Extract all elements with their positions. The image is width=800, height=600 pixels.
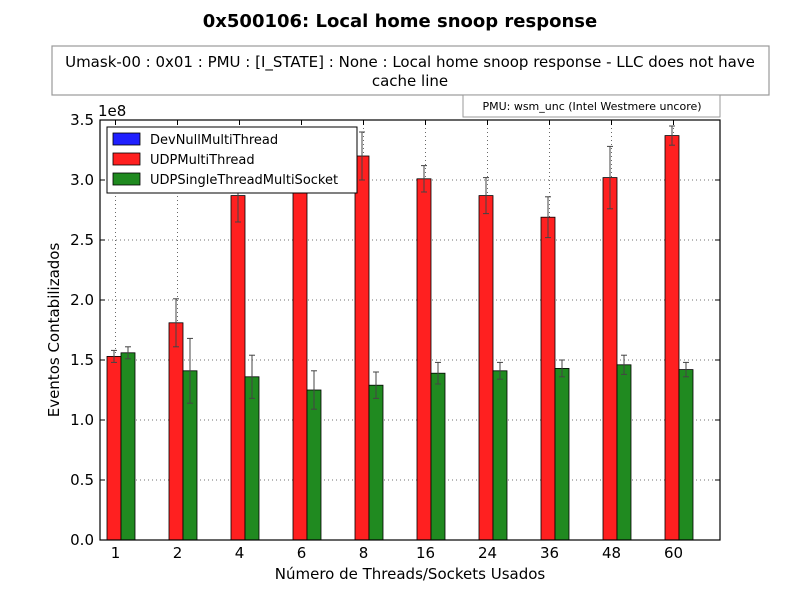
plot-frame xyxy=(99,119,721,541)
chart-title: 0x500106: Local home snoop response xyxy=(203,11,597,32)
legend-label: DevNullMultiThread xyxy=(150,133,278,148)
legend-label: UDPMultiThread xyxy=(150,153,255,168)
bar-UDPMultiThread xyxy=(292,161,308,541)
bar-UDPSingleThreadMultiSocket xyxy=(244,376,260,541)
legend-label: UDPSingleThreadMultiSocket xyxy=(150,173,338,188)
y-tick-label: 0.5 xyxy=(70,471,94,489)
y-axis-label: Eventos Contabilizados xyxy=(45,243,63,418)
subtitle-box xyxy=(51,45,770,96)
x-tick-label: 4 xyxy=(235,544,245,562)
bar-UDPSingleThreadMultiSocket xyxy=(554,367,570,541)
x-tick-label: 6 xyxy=(297,544,307,562)
x-tick-label: 48 xyxy=(602,544,621,562)
y-tick-label: 3.5 xyxy=(70,111,94,129)
subtitle-line-2: cache line xyxy=(372,72,448,90)
x-tick-label: 16 xyxy=(416,544,435,562)
x-tick-label: 2 xyxy=(173,544,183,562)
bar-UDPMultiThread xyxy=(230,195,246,541)
bar-UDPMultiThread xyxy=(478,195,494,541)
y-tick-label: 1.0 xyxy=(70,411,94,429)
bar-UDPSingleThreadMultiSocket xyxy=(306,389,322,541)
legend-swatch xyxy=(112,152,141,166)
bar-UDPMultiThread xyxy=(602,177,618,541)
bar-UDPMultiThread xyxy=(354,155,370,541)
bar-UDPMultiThread xyxy=(416,178,432,541)
bar-UDPSingleThreadMultiSocket xyxy=(430,372,446,541)
y-tick-label: 2.5 xyxy=(70,231,94,249)
legend: DevNullMultiThread UDPMultiThread UDPSingl… xyxy=(106,126,358,194)
x-tick-label: 8 xyxy=(359,544,369,562)
x-axis-label: Número de Threads/Sockets Usados xyxy=(275,565,546,583)
bar-UDPMultiThread xyxy=(540,216,556,541)
bar-UDPMultiThread xyxy=(106,355,122,541)
y-tick-label: 3.0 xyxy=(70,171,94,189)
x-tick-label: 1 xyxy=(111,544,121,562)
bar-UDPSingleThreadMultiSocket xyxy=(492,370,508,541)
bar-UDPSingleThreadMultiSocket xyxy=(678,369,694,541)
bar-UDPSingleThreadMultiSocket xyxy=(616,364,632,541)
x-tick-label: 24 xyxy=(478,544,497,562)
bar-UDPSingleThreadMultiSocket xyxy=(120,352,136,541)
bar-UDPSingleThreadMultiSocket xyxy=(368,384,384,541)
bar-UDPMultiThread xyxy=(664,135,680,541)
legend-swatch xyxy=(112,172,141,186)
subtitle-line-1: Umask-00 : 0x01 : PMU : [I_STATE] : None… xyxy=(65,53,755,72)
y-tick-label: 2.0 xyxy=(70,291,94,309)
bar-UDPMultiThread xyxy=(168,322,184,541)
plot-area: 0.00.51.01.52.02.53.03.51 2 4 6 8 16 24 36 48 60 xyxy=(70,111,721,562)
y-tick-label: 0.0 xyxy=(70,531,94,549)
x-tick-label: 36 xyxy=(540,544,559,562)
x-tick-label: 60 xyxy=(664,544,683,562)
y-multiplier-label: 1e8 xyxy=(98,102,126,120)
y-tick-label: 1.5 xyxy=(70,351,94,369)
pmu-annotation: PMU: wsm_unc (Intel Westmere uncore) xyxy=(482,100,701,113)
legend-box xyxy=(106,126,358,194)
legend-swatch xyxy=(112,132,141,146)
pmu-annotation-box xyxy=(462,94,721,118)
